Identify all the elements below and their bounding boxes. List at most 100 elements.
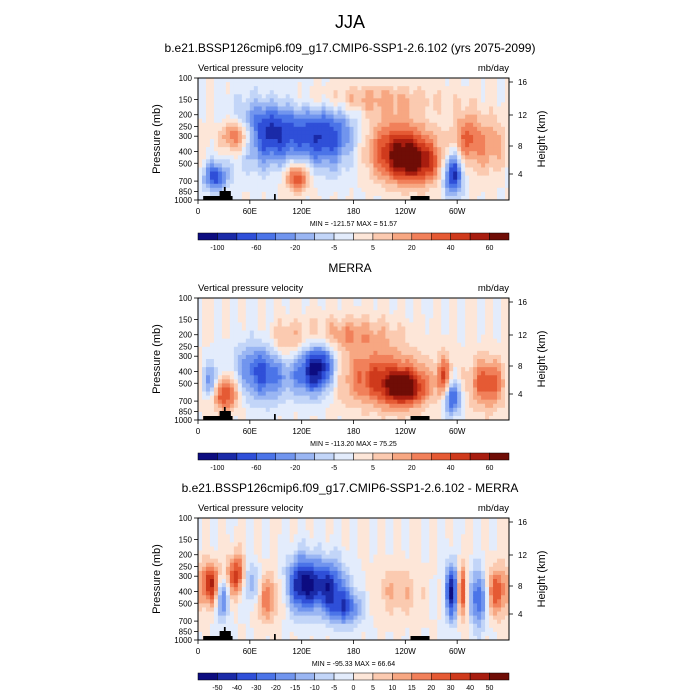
heatmap-cell [209, 611, 215, 617]
heatmap-cell [297, 167, 303, 173]
heatmap-cell [345, 403, 351, 409]
heatmap-cell [305, 122, 311, 128]
heatmap-cell [277, 195, 283, 200]
heatmap-cell [249, 110, 255, 116]
heatmap-cell [457, 147, 462, 152]
heatmap-cell [341, 118, 347, 124]
heatmap-cell [433, 139, 438, 144]
heatmap-cell [493, 310, 498, 315]
heatmap-cell [397, 318, 402, 323]
heatmap-cell [198, 314, 203, 319]
heatmap-cell [269, 183, 275, 189]
heatmap-cell [241, 159, 247, 164]
heatmap-cell [301, 155, 307, 160]
heatmap-cell [273, 326, 279, 332]
heatmap-cell [441, 330, 446, 336]
heatmap-cell [365, 90, 371, 95]
heatmap-cell [337, 102, 343, 108]
heatmap-cell [445, 143, 450, 148]
heatmap-cell [413, 326, 418, 332]
heatmap-cell [273, 78, 279, 83]
heatmap-cell [301, 130, 307, 136]
heatmap-cell [269, 82, 275, 87]
heatmap-cell [405, 371, 410, 376]
heatmap-cell [469, 122, 474, 128]
heatmap-cell [277, 395, 283, 401]
heatmap-cell [437, 334, 442, 340]
heatmap-cell [341, 163, 347, 169]
heatmap-cell [297, 306, 303, 311]
heatmap-cell [205, 411, 211, 417]
heatmap-cell [433, 326, 438, 332]
heatmap-cell [505, 82, 509, 87]
heatmap-cell [273, 90, 279, 95]
heatmap-cell [241, 155, 247, 160]
heatmap-cell [309, 130, 315, 136]
heatmap-cell [209, 566, 215, 572]
heatmap-cell [213, 147, 219, 152]
heatmap-cell [397, 338, 402, 344]
heatmap-cell [473, 350, 478, 356]
heatmap-cell [325, 163, 331, 169]
heatmap-cell [497, 330, 502, 336]
heatmap-cell [457, 134, 462, 140]
heatmap-cell [373, 126, 379, 132]
heatmap-cell [198, 411, 203, 417]
heatmap-cell [401, 391, 406, 397]
heatmap-cell [225, 98, 231, 103]
heatmap-cell [341, 78, 347, 83]
heatmap-cell [481, 407, 486, 413]
heatmap-cell [429, 314, 434, 319]
heatmap-cell [429, 342, 434, 348]
heatmap-cell [337, 122, 343, 128]
heatmap-cell [457, 379, 462, 384]
heatmap-cell [429, 102, 434, 108]
heatmap-cell [198, 298, 203, 303]
heatmap-cell [345, 383, 351, 389]
heatmap-cell [417, 106, 422, 112]
heatmap-cell [217, 395, 223, 401]
heatmap-cell [385, 151, 390, 156]
heatmap-cell [293, 110, 299, 116]
heatmap-cell [413, 334, 418, 340]
heatmap-cell [257, 147, 263, 152]
heatmap-cell [373, 314, 379, 319]
heatmap-cell [425, 314, 430, 319]
heatmap-cell [385, 375, 390, 380]
heatmap-cell [317, 143, 323, 148]
heatmap-cell [281, 350, 287, 356]
heatmap-cell [369, 318, 375, 323]
heatmap-cell [281, 375, 287, 380]
heatmap-cell [425, 159, 430, 164]
heatmap-cell [273, 354, 279, 360]
heatmap-cell [473, 151, 478, 156]
heatmap-cell [198, 391, 203, 397]
heatmap-cell [457, 326, 462, 332]
heatmap-cell [273, 338, 279, 344]
heatmap-cell [198, 375, 203, 380]
heatmap-cell [257, 342, 263, 348]
heatmap-cell [465, 310, 470, 315]
heatmap-cell [297, 179, 303, 185]
heatmap-cell [269, 94, 275, 99]
heatmap-cell [221, 82, 227, 87]
heatmap-cell [261, 314, 267, 319]
heatmap-cell [217, 399, 223, 405]
heatmap-cell [437, 338, 442, 344]
heatmap-cell [461, 415, 466, 420]
heatmap-cell [321, 82, 327, 87]
heatmap-cell [365, 159, 371, 164]
heatmap-cell [198, 155, 203, 160]
heatmap-cell [433, 379, 438, 384]
heatmap-cell [417, 354, 422, 360]
heatmap-cell [305, 350, 311, 356]
heatmap-cell [393, 403, 398, 409]
x-tick-label: 120W [395, 207, 416, 216]
heatmap-cell [261, 322, 267, 328]
heatmap-cell [497, 318, 502, 323]
variable-label: Vertical pressure velocity [198, 283, 303, 294]
heatmap-cell [337, 94, 343, 99]
heatmap-cell [221, 350, 227, 356]
heatmap-cell [305, 367, 311, 372]
heatmap-cell [437, 126, 442, 132]
